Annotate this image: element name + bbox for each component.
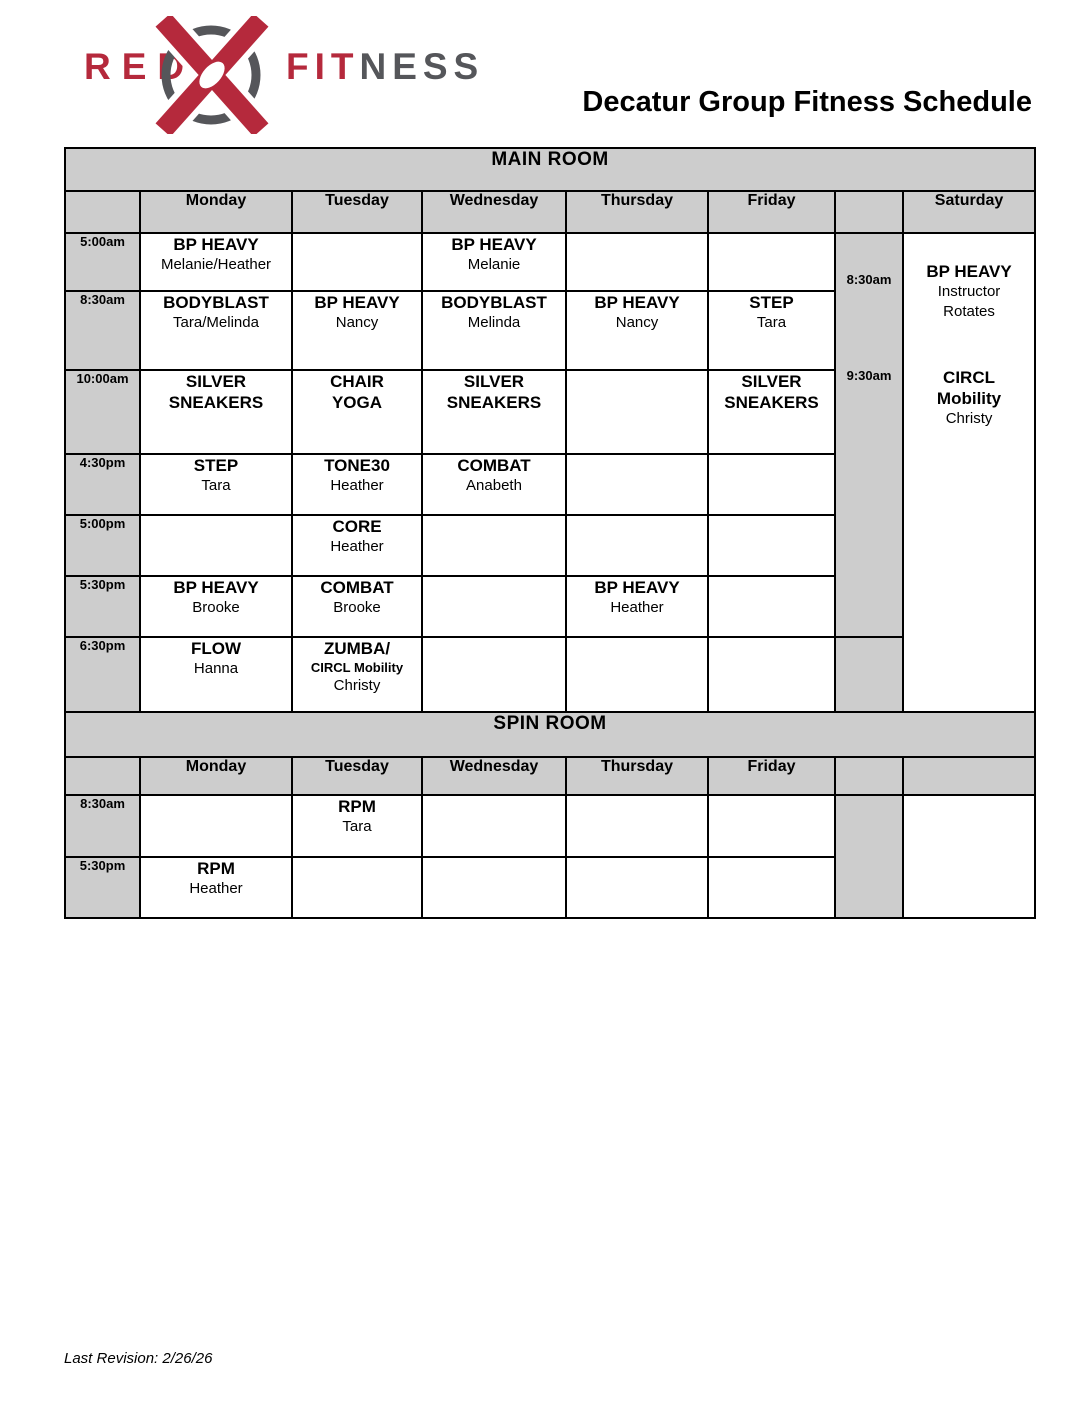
empty-cell	[707, 514, 836, 577]
class-cell: SILVER SNEAKERS	[139, 369, 293, 455]
empty-cell	[421, 514, 567, 577]
corner-cell	[64, 756, 141, 796]
class-cell: BP HEAVY Brooke	[139, 575, 293, 638]
empty-cell	[291, 856, 423, 919]
empty-cell	[565, 856, 709, 919]
saturday-time-column-empty	[834, 636, 904, 713]
empty-cell	[139, 514, 293, 577]
class-cell: RPM Heather	[139, 856, 293, 919]
day-header-monday: Monday	[139, 756, 293, 796]
empty-cell	[707, 636, 836, 713]
spin-room-title: SPIN ROOM	[63, 711, 1037, 758]
saturday-time-column-empty	[834, 794, 904, 919]
schedule-table: MAIN ROOM Monday Tuesday Wednesday Thurs…	[63, 147, 1037, 919]
class-cell: SILVER SNEAKERS	[421, 369, 567, 455]
class-cell: COMBAT Brooke	[291, 575, 423, 638]
class-cell: CHAIR YOGA	[291, 369, 423, 455]
class-cell: BP HEAVY Melanie/Heather	[139, 232, 293, 292]
corner-cell	[64, 190, 141, 234]
time-cell: 6:30pm	[64, 636, 141, 713]
day-header-friday: Friday	[707, 190, 836, 234]
day-header-friday: Friday	[707, 756, 836, 796]
day-header-tuesday: Tuesday	[291, 190, 423, 234]
empty-cell	[565, 232, 709, 292]
empty-cell	[565, 794, 709, 858]
saturday-schedule-cell: BP HEAVY Instructor Rotates CIRCL Mobili…	[901, 232, 1037, 713]
class-cell: ZUMBA/CIRCL Mobility Christy	[291, 636, 423, 713]
empty-cell	[707, 575, 836, 638]
class-cell: BODYBLAST Melinda	[421, 290, 567, 371]
time-cell: 5:00am	[64, 232, 141, 292]
empty-cell	[707, 794, 836, 858]
corner-cell	[901, 756, 1037, 796]
time-cell: 8:30am	[64, 794, 141, 858]
day-header-saturday: Saturday	[901, 190, 1037, 234]
class-cell: CORE Heather	[291, 514, 423, 577]
day-header-wednesday: Wednesday	[421, 756, 567, 796]
class-cell: COMBAT Anabeth	[421, 453, 567, 516]
day-header-wednesday: Wednesday	[421, 190, 567, 234]
last-revision-note: Last Revision: 2/26/26	[64, 1350, 213, 1367]
class-cell: STEP Tara	[707, 290, 836, 371]
time-cell: 4:30pm	[64, 453, 141, 516]
class-cell: BP HEAVY Nancy	[565, 290, 709, 371]
day-header-tuesday: Tuesday	[291, 756, 423, 796]
empty-cell	[901, 794, 1037, 919]
day-header-thursday: Thursday	[565, 190, 709, 234]
empty-cell	[707, 856, 836, 919]
empty-cell	[421, 794, 567, 858]
class-cell: TONE30 Heather	[291, 453, 423, 516]
class-cell: BODYBLAST Tara/Melinda	[139, 290, 293, 371]
saturday-time-column: 8:30am 9:30am	[834, 232, 904, 638]
class-cell: RPM Tara	[291, 794, 423, 858]
logo-fitness-text: FITNESS	[286, 46, 485, 87]
day-header-monday: Monday	[139, 190, 293, 234]
class-cell: SILVER SNEAKERS	[707, 369, 836, 455]
class-cell: STEP Tara	[139, 453, 293, 516]
empty-cell	[707, 232, 836, 292]
corner-cell	[834, 756, 904, 796]
empty-cell	[565, 514, 709, 577]
empty-cell	[291, 232, 423, 292]
empty-cell	[421, 575, 567, 638]
time-cell: 5:30pm	[64, 856, 141, 919]
time-cell: 8:30am	[64, 290, 141, 371]
class-cell: BP HEAVY Heather	[565, 575, 709, 638]
empty-cell	[565, 369, 709, 455]
time-cell: 5:00pm	[64, 514, 141, 577]
page-title: Decatur Group Fitness Schedule	[582, 86, 1032, 118]
time-cell: 10:00am	[64, 369, 141, 455]
empty-cell	[421, 636, 567, 713]
empty-cell	[707, 453, 836, 516]
time-cell: 5:30pm	[64, 575, 141, 638]
day-header-thursday: Thursday	[565, 756, 709, 796]
empty-cell	[421, 856, 567, 919]
class-cell: FLOW Hanna	[139, 636, 293, 713]
class-cell: BP HEAVY Nancy	[291, 290, 423, 371]
empty-cell	[565, 453, 709, 516]
class-cell: BP HEAVY Melanie	[421, 232, 567, 292]
empty-cell	[139, 794, 293, 858]
empty-cell	[565, 636, 709, 713]
main-room-title: MAIN ROOM	[63, 147, 1037, 192]
corner-cell	[834, 190, 904, 234]
red-x-fitness-logo-icon	[151, 16, 273, 134]
